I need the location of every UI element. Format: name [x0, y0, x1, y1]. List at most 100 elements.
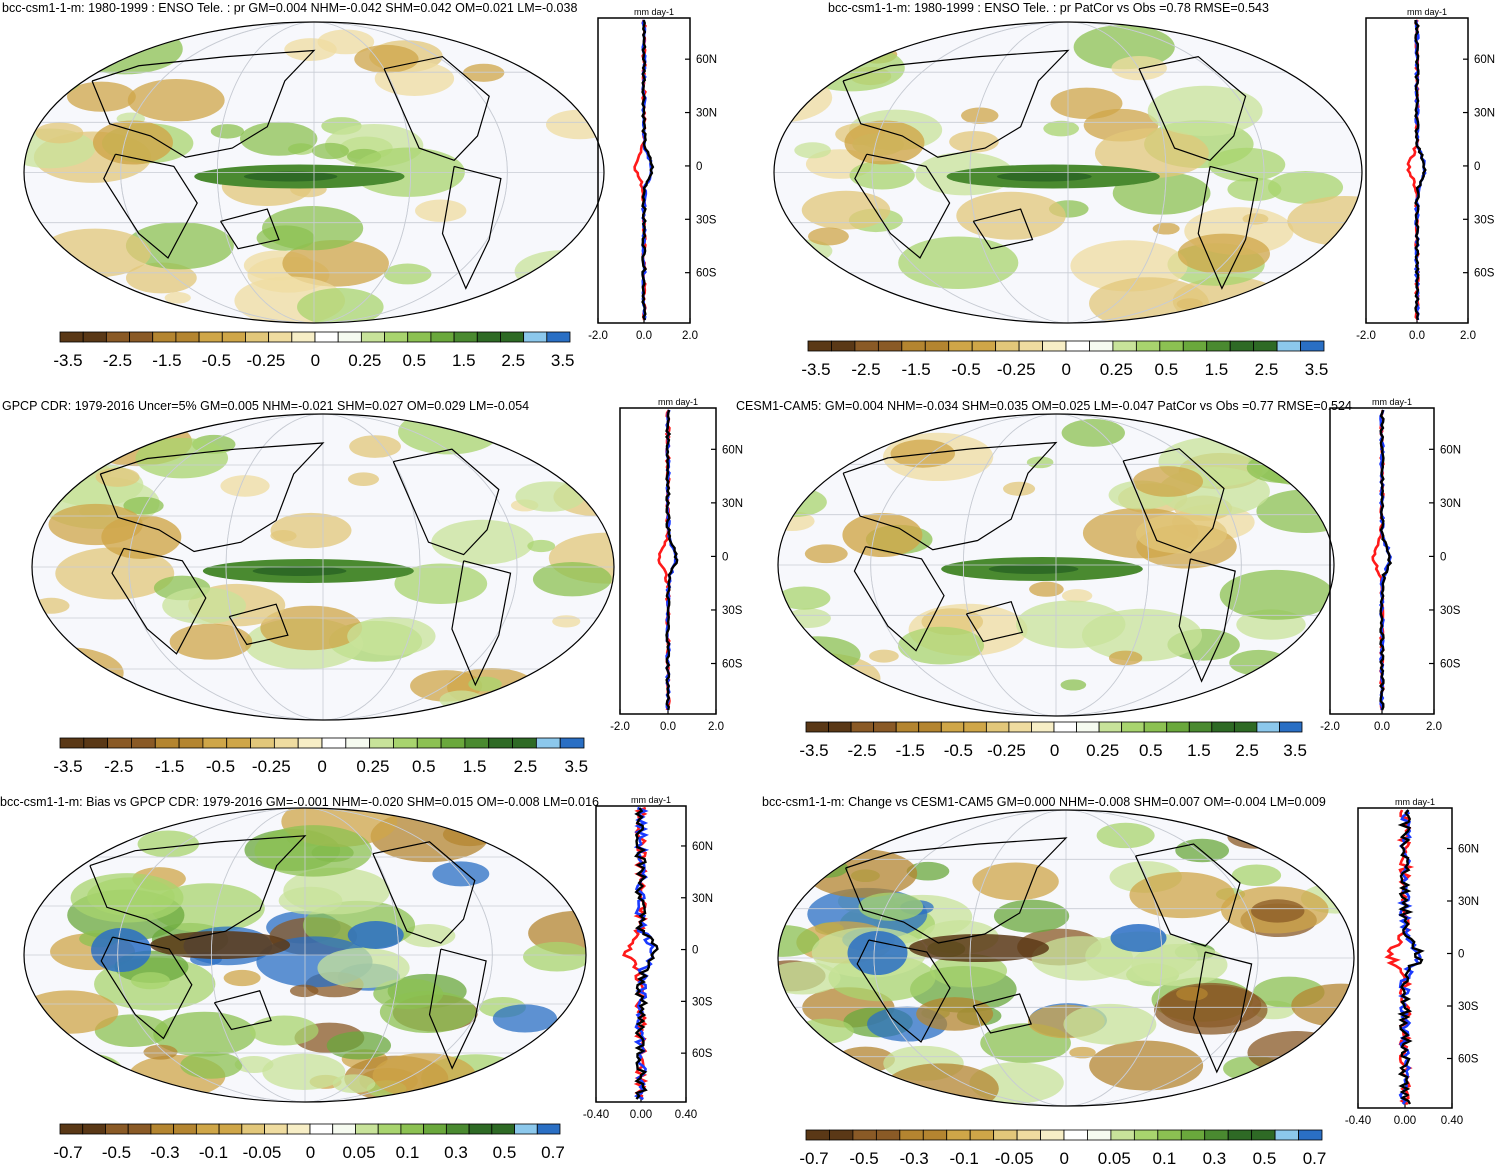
colorbar-label: -0.5 — [849, 1149, 878, 1168]
colorbar-label: 0 — [317, 757, 326, 776]
colorbar-swatch — [179, 738, 203, 748]
zonal-unit: mm day-1 — [634, 7, 674, 17]
colorbar-label: 3.5 — [551, 351, 575, 370]
field-blob — [254, 825, 372, 876]
colorbar-swatch — [315, 332, 338, 342]
field-blob — [786, 608, 831, 628]
field-blob — [224, 970, 261, 986]
colorbar-swatch — [941, 722, 964, 732]
field-blob — [110, 816, 137, 828]
lat-tick-label: 60S — [1474, 268, 1495, 280]
field-blob — [373, 1053, 476, 1098]
field-blob — [1178, 234, 1270, 274]
colorbar-label: 2.5 — [501, 351, 525, 370]
colorbar-swatch — [196, 1124, 219, 1134]
field-blob — [440, 690, 484, 709]
colorbar-swatch — [537, 1124, 560, 1134]
colorbar-label: 3.5 — [1283, 741, 1307, 760]
colorbar-label: -3.5 — [53, 757, 82, 776]
colorbar-label: -0.5 — [202, 351, 231, 370]
colorbar-swatch — [60, 1124, 83, 1134]
field-blob — [46, 1053, 122, 1086]
colorbar-swatch — [547, 332, 570, 342]
colorbar-swatch — [454, 332, 477, 342]
field-blob — [22, 833, 49, 848]
zonal-x-tick-label: 0.00 — [1394, 1115, 1416, 1127]
field-blob — [180, 1052, 242, 1079]
field-blob — [1247, 1031, 1346, 1074]
field-blob — [162, 587, 246, 624]
field-blob — [794, 142, 831, 158]
colorbar-swatch — [1019, 341, 1042, 351]
lat-tick-label: 30S — [696, 214, 717, 226]
colorbar-label: 0.5 — [1253, 1149, 1277, 1168]
colorbar-swatch — [465, 738, 489, 748]
field-blob — [22, 1042, 66, 1074]
lat-tick-label: 60N — [722, 444, 743, 456]
colorbar-swatch — [489, 738, 513, 748]
colorbar-swatch — [199, 332, 222, 342]
colorbar-swatch — [1089, 341, 1112, 351]
field-blob — [527, 540, 555, 552]
field-blob — [165, 292, 191, 303]
field-blob — [317, 948, 409, 988]
colorbar-swatch — [515, 1124, 538, 1134]
colorbar-swatch — [949, 341, 972, 351]
colorbar-label: -2.5 — [847, 741, 876, 760]
colorbar-label: 0.05 — [1098, 1149, 1131, 1168]
colorbar-swatch — [322, 738, 346, 748]
panel-title: bcc-csm1-1-m: Change vs CESM1-CAM5 GM=0.… — [762, 795, 1326, 809]
field-blob — [170, 624, 253, 660]
colorbar-label: 0.5 — [1155, 360, 1179, 379]
field-blob — [1293, 52, 1339, 72]
field-blob — [949, 131, 999, 153]
colorbar-swatch — [219, 1124, 242, 1134]
field-blob — [297, 288, 384, 325]
colorbar-swatch — [1158, 1130, 1181, 1140]
field-blob — [1133, 466, 1203, 497]
colorbar-swatch — [1031, 722, 1054, 732]
field-blob — [22, 1023, 51, 1043]
field-blob — [1220, 570, 1334, 620]
lat-tick-label: 0 — [696, 161, 702, 173]
zonal-x-tick-label: 0.0 — [1374, 721, 1390, 733]
field-blob — [804, 652, 832, 664]
colorbar-swatch — [153, 332, 176, 342]
lat-tick-label: 0 — [1474, 161, 1480, 173]
lat-tick-label: 60S — [722, 659, 743, 671]
field-blob — [312, 143, 349, 159]
field-blob — [30, 412, 112, 464]
colorbar-label: 0.7 — [541, 1143, 565, 1162]
colorbar-swatch — [333, 1124, 356, 1134]
colorbar-swatch — [1254, 341, 1277, 351]
field-blob — [956, 192, 1066, 240]
colorbar-swatch — [806, 722, 829, 732]
panel-title: bcc-csm1-1-m: 1980-1999 : ENSO Tele. : p… — [2, 1, 577, 15]
colorbar-label: -0.25 — [987, 741, 1026, 760]
colorbar-label: 0.5 — [412, 757, 436, 776]
field-blob — [262, 206, 363, 250]
colorbar-swatch — [1160, 341, 1183, 351]
zonal-unit: mm day-1 — [1407, 7, 1447, 17]
field-blob — [1097, 823, 1155, 848]
lat-tick-label: 30N — [696, 108, 717, 120]
colorbar-swatch — [108, 738, 132, 748]
field-blob — [1247, 452, 1317, 482]
colorbar-swatch — [947, 1130, 970, 1140]
field-blob — [1003, 482, 1035, 496]
colorbar-swatch — [964, 722, 987, 732]
colorbar-label: -0.05 — [243, 1143, 282, 1162]
colorbar-label: 0 — [1060, 1149, 1069, 1168]
field-blob — [380, 991, 476, 1033]
field-blob — [806, 849, 917, 898]
colorbar-swatch — [1041, 1130, 1064, 1140]
lat-tick-label: 30S — [722, 605, 743, 617]
zonal-x-tick-label: -2.0 — [1356, 330, 1376, 342]
colorbar-swatch — [1275, 1130, 1298, 1140]
field-blob — [515, 481, 584, 511]
colorbar-swatch — [417, 738, 441, 748]
colorbar-swatch — [274, 738, 298, 748]
colorbar-swatch — [1043, 341, 1066, 351]
